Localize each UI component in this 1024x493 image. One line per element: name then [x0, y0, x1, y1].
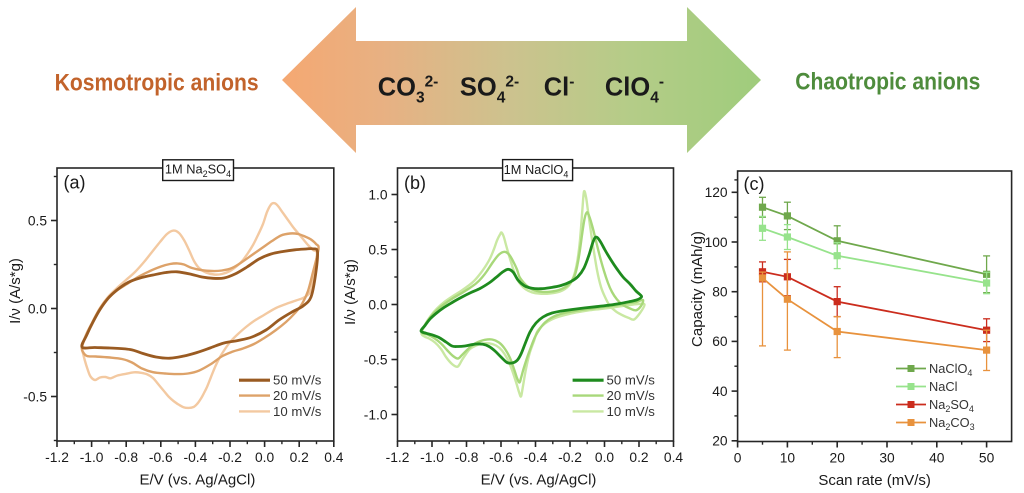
svg-text:Capacity (mAh/g): Capacity (mAh/g) [689, 231, 706, 347]
svg-text:0.5: 0.5 [368, 242, 388, 257]
svg-text:50 mV/s: 50 mV/s [607, 373, 656, 388]
svg-text:10: 10 [780, 451, 796, 466]
svg-text:I/ν (A/s*g): I/ν (A/s*g) [342, 259, 359, 325]
svg-text:-1.0: -1.0 [420, 450, 444, 465]
svg-text:50 mV/s: 50 mV/s [273, 373, 322, 388]
svg-text:(c): (c) [744, 174, 765, 194]
svg-text:1M NaClO4: 1M NaClO4 [504, 162, 569, 180]
svg-text:20: 20 [830, 451, 846, 466]
svg-text:50: 50 [979, 451, 995, 466]
svg-text:-0.5: -0.5 [364, 352, 388, 367]
svg-text:-0.2: -0.2 [218, 450, 242, 465]
svg-text:I/ν (A/s*g): I/ν (A/s*g) [7, 258, 24, 324]
svg-text:40: 40 [712, 384, 728, 399]
svg-text:20 mV/s: 20 mV/s [607, 388, 656, 403]
svg-text:Na2SO4: Na2SO4 [929, 397, 974, 414]
svg-text:-0.4: -0.4 [184, 450, 208, 465]
svg-text:Kosmotropic anions: Kosmotropic anions [55, 70, 259, 97]
svg-text:-0.4: -0.4 [524, 450, 548, 465]
svg-text:-0.5: -0.5 [23, 389, 47, 404]
svg-text:(b): (b) [404, 173, 426, 193]
svg-text:20: 20 [712, 434, 728, 449]
svg-text:-0.6: -0.6 [149, 450, 173, 465]
svg-text:0.2: 0.2 [629, 450, 648, 465]
svg-text:0.0: 0.0 [255, 450, 275, 465]
svg-text:CO32-: CO32- [378, 73, 439, 106]
svg-text:40: 40 [929, 451, 945, 466]
svg-text:0.4: 0.4 [324, 450, 344, 465]
svg-text:Na2CO3: Na2CO3 [929, 415, 975, 432]
svg-text:-1.0: -1.0 [364, 407, 388, 422]
svg-text:-0.8: -0.8 [455, 450, 479, 465]
svg-text:-0.6: -0.6 [489, 450, 513, 465]
svg-text:0.0: 0.0 [368, 297, 388, 312]
svg-text:0.0: 0.0 [595, 450, 615, 465]
svg-text:0.5: 0.5 [28, 213, 48, 228]
svg-text:30: 30 [879, 451, 895, 466]
svg-text:E/V (vs. Ag/AgCl): E/V (vs. Ag/AgCl) [481, 472, 597, 489]
svg-text:100: 100 [705, 235, 728, 250]
svg-text:(a): (a) [64, 173, 86, 193]
svg-text:NaClO4: NaClO4 [929, 361, 972, 378]
svg-text:Chaotropic anions: Chaotropic anions [795, 69, 980, 96]
svg-text:60: 60 [712, 334, 728, 349]
svg-text:1M Na2SO4: 1M Na2SO4 [165, 162, 231, 180]
svg-text:10 mV/s: 10 mV/s [607, 404, 656, 419]
svg-text:Scan rate (mV/s): Scan rate (mV/s) [818, 472, 931, 489]
svg-text:0: 0 [734, 451, 742, 466]
svg-text:-1.2: -1.2 [45, 450, 69, 465]
svg-text:-1.2: -1.2 [386, 450, 410, 465]
svg-text:1.0: 1.0 [368, 187, 388, 202]
svg-text:0.4: 0.4 [664, 450, 684, 465]
svg-text:120: 120 [705, 185, 728, 200]
svg-text:0.2: 0.2 [290, 450, 309, 465]
svg-text:E/V (vs. Ag/AgCl): E/V (vs. Ag/AgCl) [139, 472, 255, 489]
svg-text:-0.2: -0.2 [558, 450, 582, 465]
svg-text:10 mV/s: 10 mV/s [273, 404, 322, 419]
svg-text:NaCl: NaCl [929, 379, 957, 394]
svg-text:-0.8: -0.8 [114, 450, 138, 465]
svg-text:80: 80 [712, 285, 728, 300]
svg-text:0.0: 0.0 [28, 301, 48, 316]
svg-text:-1.0: -1.0 [80, 450, 104, 465]
svg-text:20 mV/s: 20 mV/s [273, 388, 322, 403]
